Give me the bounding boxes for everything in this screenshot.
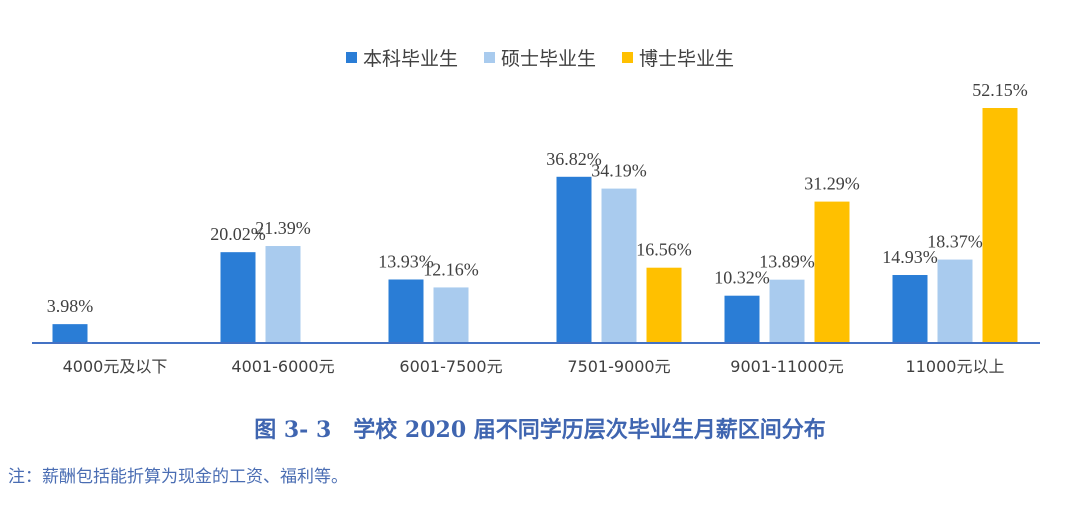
data-label: 13.89% — [759, 252, 815, 272]
data-label: 10.32% — [714, 268, 770, 288]
legend-item-bachelor: 本科毕业生 — [345, 44, 458, 71]
data-label: 13.93% — [378, 251, 434, 271]
bar-chart: 3.98% 4000元及以下 20.02%21.39% 4001-6000元 13.93… — [32, 80, 1040, 376]
bar — [433, 287, 469, 342]
figure-title: 图 3- 3 学校 2020 届不同学历层次毕业生月薪区间分布 — [254, 417, 826, 443]
data-label: 12.16% — [423, 259, 479, 279]
bar — [937, 259, 973, 342]
bar — [982, 108, 1018, 342]
legend-item-master: 硕士毕业生 — [483, 44, 596, 71]
data-label: 31.29% — [804, 174, 860, 194]
data-label: 52.15% — [972, 80, 1028, 100]
bar — [769, 279, 805, 342]
data-label: 34.19% — [591, 161, 647, 181]
x-tick-label: 6001-7500元 — [399, 357, 502, 376]
bar — [388, 279, 424, 342]
data-label: 18.37% — [927, 232, 983, 252]
data-label: 3.98% — [47, 296, 94, 316]
legend-swatch — [622, 52, 633, 63]
legend-item-doctor: 博士毕业生 — [622, 44, 734, 71]
bar — [265, 246, 301, 342]
legend-swatch — [345, 52, 357, 63]
x-tick-label: 4000元及以下 — [63, 357, 168, 376]
legend-label: 本科毕业生 — [362, 48, 458, 70]
x-tick-label: 11000元以上 — [906, 357, 1005, 376]
bar — [646, 267, 682, 342]
bar — [724, 295, 760, 342]
bar — [814, 201, 850, 342]
x-tick-label: 9001-11000元 — [730, 357, 843, 376]
legend-swatch — [483, 52, 495, 63]
bar — [601, 188, 637, 342]
data-label: 20.02% — [210, 224, 266, 244]
bar — [220, 252, 256, 342]
bar — [52, 324, 88, 342]
figure-note: 注：薪酬包括能折算为现金的工资、福利等。 — [8, 467, 348, 487]
bar — [556, 176, 592, 342]
data-label: 36.82% — [546, 149, 602, 169]
legend-label: 博士毕业生 — [639, 48, 735, 70]
data-label: 21.39% — [255, 218, 311, 238]
data-label: 14.93% — [882, 247, 938, 267]
x-tick-label: 4001-6000元 — [231, 357, 334, 376]
x-tick-label: 7501-9000元 — [567, 357, 670, 376]
legend: 本科毕业生 硕士毕业生 博士毕业生 — [0, 44, 1080, 71]
legend-label: 硕士毕业生 — [500, 48, 596, 70]
data-label: 16.56% — [636, 240, 692, 260]
bar — [892, 275, 928, 342]
